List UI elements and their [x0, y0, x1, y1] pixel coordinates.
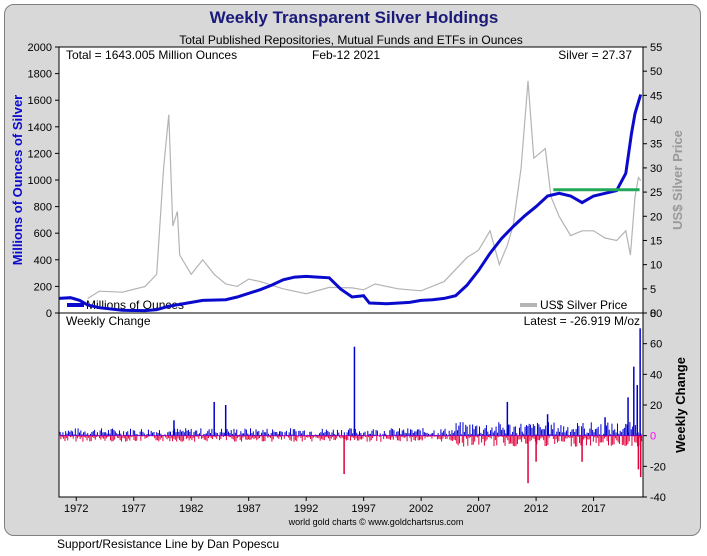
left-tick-label: 1600: [28, 95, 52, 107]
left-tick-label: 1000: [28, 175, 52, 187]
right-y-ticks: 0 5 10 15 20 25 30 35 40 45 50 55: [643, 42, 662, 320]
x-tick-label: 2002: [409, 503, 433, 515]
x-tick-label: 1972: [64, 503, 88, 515]
right-tick-label: 30: [650, 163, 662, 175]
price-annotation: Silver = 27.37: [558, 48, 632, 62]
weekly-y-ticks: -40 -20 0 20 40 60 80: [643, 308, 666, 504]
weekly-tick-label: 20: [650, 400, 662, 412]
left-tick-label: 1800: [28, 69, 52, 81]
x-tick-label: 1987: [236, 503, 260, 515]
right-tick-label: 45: [650, 90, 662, 102]
right-tick-label: 0: [650, 308, 656, 320]
bottom-plot-area: [58, 312, 644, 498]
left-tick-label: 1400: [28, 122, 52, 134]
left-tick-label: 200: [34, 281, 52, 293]
weekly-tick-label: -20: [650, 461, 666, 473]
x-tick-label: 2007: [466, 503, 490, 515]
left-tick-label: 2000: [28, 42, 52, 54]
right-tick-label: 40: [650, 115, 662, 127]
x-tick-label: 1982: [179, 503, 203, 515]
left-y-ticks: 0 200 400 600 800 1000 1200 1400 1600 1800 2000: [28, 42, 59, 320]
right-tick-label: 20: [650, 211, 662, 223]
weekly-tick-label: -40: [650, 492, 666, 504]
weekly-tick-label: 40: [650, 369, 662, 381]
caption: Support/Resistance Line by Dan Popescu: [57, 537, 280, 551]
latest-annotation: Latest = -26.919 M/oz: [524, 314, 640, 328]
series-layer: [58, 80, 643, 313]
weekly-tick-label: 0: [650, 431, 656, 443]
right-tick-label: 15: [650, 235, 662, 247]
weekly-tick-label: 80: [650, 308, 662, 320]
left-tick-label: 600: [34, 228, 52, 240]
x-ticks: 1972 1977 1982 1987 1992 1997 2002 2007 2012 2017: [64, 497, 606, 515]
weekly-tick-label: 60: [650, 339, 662, 351]
chart-subtitle: Total Published Repositories, Mutual Fun…: [179, 33, 523, 47]
right-tick-label: 55: [650, 42, 662, 54]
right-axis-label: US$ Silver Price: [670, 130, 685, 230]
right-tick-label: 10: [650, 260, 662, 272]
left-tick-label: 1200: [28, 148, 52, 160]
x-tick-label: 1992: [294, 503, 318, 515]
ounces-line: [58, 94, 643, 313]
left-tick-label: 400: [34, 255, 52, 267]
chart-canvas: Total Published Repositories, Mutual Fun…: [10, 33, 688, 527]
weekly-bars: [59, 328, 643, 484]
silver-price-line: [87, 80, 642, 300]
credit-text: world gold charts © www.goldchartsrus.co…: [288, 517, 464, 527]
top-plot-area: [58, 46, 644, 314]
left-axis-label: Millions of Ounces of Silver: [10, 95, 25, 265]
chart-title: Weekly Transparent Silver Holdings: [209, 8, 499, 27]
left-tick-label: 0: [46, 308, 52, 320]
left-tick-label: 800: [34, 202, 52, 214]
right-tick-label: 35: [650, 139, 662, 151]
date-annotation: Feb-12 2021: [312, 48, 380, 62]
right-tick-label: 50: [650, 66, 662, 78]
weekly-axis-label: Weekly Change: [673, 357, 688, 453]
right-tick-label: 25: [650, 187, 662, 199]
x-tick-label: 2017: [581, 503, 605, 515]
total-annotation: Total = 1643.005 Million Ounces: [66, 48, 237, 62]
x-tick-label: 2012: [524, 503, 548, 515]
legend-price-label: US$ Silver Price: [540, 298, 628, 312]
x-tick-label: 1997: [351, 503, 375, 515]
weekly-title: Weekly Change: [66, 314, 151, 328]
x-tick-label: 1977: [121, 503, 145, 515]
right-tick-label: 5: [650, 284, 656, 296]
